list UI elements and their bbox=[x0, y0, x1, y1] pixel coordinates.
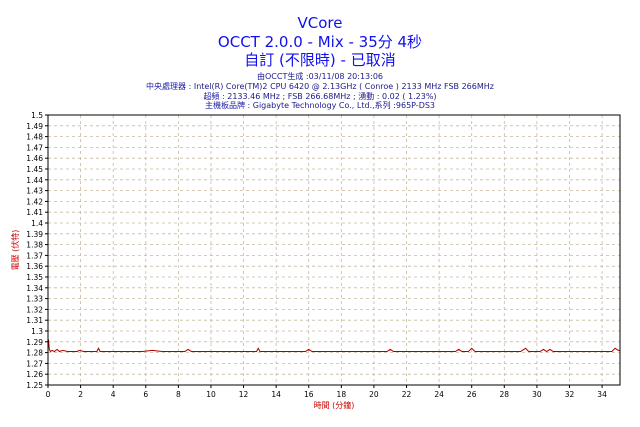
x-tick-label: 2 bbox=[78, 390, 83, 399]
x-tick-label: 20 bbox=[369, 390, 379, 399]
x-tick-label: 32 bbox=[565, 390, 575, 399]
cpu-info-line: 中央處理器 : Intel(R) Core(TM)2 CPU 6420 @ 2.… bbox=[0, 82, 640, 92]
y-tick-label: 1.44 bbox=[26, 176, 43, 185]
x-tick-label: 0 bbox=[46, 390, 51, 399]
generated-timestamp: 由OCCT生成 :03/11/08 20:13:06 bbox=[257, 72, 383, 81]
y-tick-label: 1.5 bbox=[31, 111, 43, 120]
y-tick-label: 1.48 bbox=[26, 133, 43, 142]
x-tick-label: 14 bbox=[271, 390, 281, 399]
x-tick-label: 24 bbox=[434, 390, 444, 399]
y-tick-label: 1.25 bbox=[26, 381, 43, 390]
chart-subtitle-test-info: OCCT 2.0.0 - Mix - 35分 4秒 bbox=[217, 33, 423, 51]
y-tick-label: 1.45 bbox=[26, 165, 43, 174]
y-tick-label: 1.26 bbox=[26, 370, 43, 379]
x-tick-label: 10 bbox=[206, 390, 216, 399]
y-tick-label: 1.33 bbox=[26, 295, 43, 304]
y-axis-label: 電壓 (伏特) bbox=[10, 230, 20, 271]
x-tick-label: 12 bbox=[239, 390, 249, 399]
motherboard-value: Gigabyte Technology Co., Ltd.,系列 :965P-D… bbox=[252, 101, 436, 110]
y-tick-label: 1.36 bbox=[26, 262, 43, 271]
x-tick-label: 18 bbox=[337, 390, 347, 399]
x-tick-label: 6 bbox=[143, 390, 148, 399]
overclock-value: 2133.46 MHz ; FSB 266.68MHz ; 湧動 : 0.02 … bbox=[227, 92, 437, 101]
x-axis-label: 時間 (分鐘) bbox=[314, 400, 355, 410]
y-tick-label: 1.49 bbox=[26, 122, 43, 131]
x-tick-label: 30 bbox=[532, 390, 542, 399]
vcore-series-line bbox=[47, 339, 620, 353]
y-tick-label: 1.47 bbox=[26, 143, 43, 152]
motherboard-label: 主機板品牌 : bbox=[204, 101, 251, 110]
y-tick-label: 1.35 bbox=[26, 273, 43, 282]
chart-title: VCore bbox=[297, 14, 343, 32]
x-tick-label: 34 bbox=[597, 390, 607, 399]
x-axis-ticks: 0 2 4 6 8 10 12 14 16 18 20 22 24 26 28 30 32 34 bbox=[46, 385, 607, 399]
y-tick-label: 1.46 bbox=[26, 154, 43, 163]
y-tick-label: 1.41 bbox=[26, 208, 43, 217]
y-tick-label: 1.37 bbox=[26, 251, 43, 260]
x-tick-label: 26 bbox=[467, 390, 477, 399]
y-tick-label: 1.38 bbox=[26, 241, 43, 250]
y-axis-ticks: 1.25 1.26 1.271.28 1.29 1.3 1.31 1.321.33 1.34 1… bbox=[26, 111, 48, 390]
x-tick-label: 8 bbox=[176, 390, 181, 399]
cpu-label: 中央處理器 : bbox=[146, 82, 192, 91]
y-tick-label: 1.31 bbox=[26, 316, 43, 325]
x-tick-label: 22 bbox=[402, 390, 412, 399]
y-tick-label: 1.39 bbox=[26, 230, 43, 239]
y-tick-label: 1.3 bbox=[31, 327, 43, 336]
x-tick-label: 4 bbox=[111, 390, 116, 399]
chart-subtitle-test-mode: 自訂 (不限時) - 已取消 bbox=[244, 51, 396, 69]
cpu-value: Intel(R) Core(TM)2 CPU 6420 @ 2.13GHz ( … bbox=[193, 82, 494, 91]
y-tick-label: 1.28 bbox=[26, 349, 43, 358]
y-tick-label: 1.42 bbox=[26, 197, 43, 206]
chart-grid bbox=[48, 115, 620, 385]
y-tick-label: 1.32 bbox=[26, 305, 43, 314]
motherboard-info-line: 主機板品牌 : Gigabyte Technology Co., Ltd.,系列… bbox=[0, 101, 640, 111]
plot-frame bbox=[47, 114, 621, 386]
overclock-label: 超頻 : bbox=[203, 92, 225, 101]
y-tick-label: 1.34 bbox=[26, 284, 43, 293]
x-tick-label: 28 bbox=[500, 390, 510, 399]
overclock-info-line: 超頻 : 2133.46 MHz ; FSB 266.68MHz ; 湧動 : … bbox=[0, 92, 640, 102]
chart-series-layer bbox=[47, 339, 620, 353]
y-tick-label: 1.4 bbox=[31, 219, 43, 228]
y-tick-label: 1.43 bbox=[26, 187, 43, 196]
y-tick-label: 1.29 bbox=[26, 338, 43, 347]
x-tick-label: 16 bbox=[304, 390, 314, 399]
y-tick-label: 1.27 bbox=[26, 359, 43, 368]
